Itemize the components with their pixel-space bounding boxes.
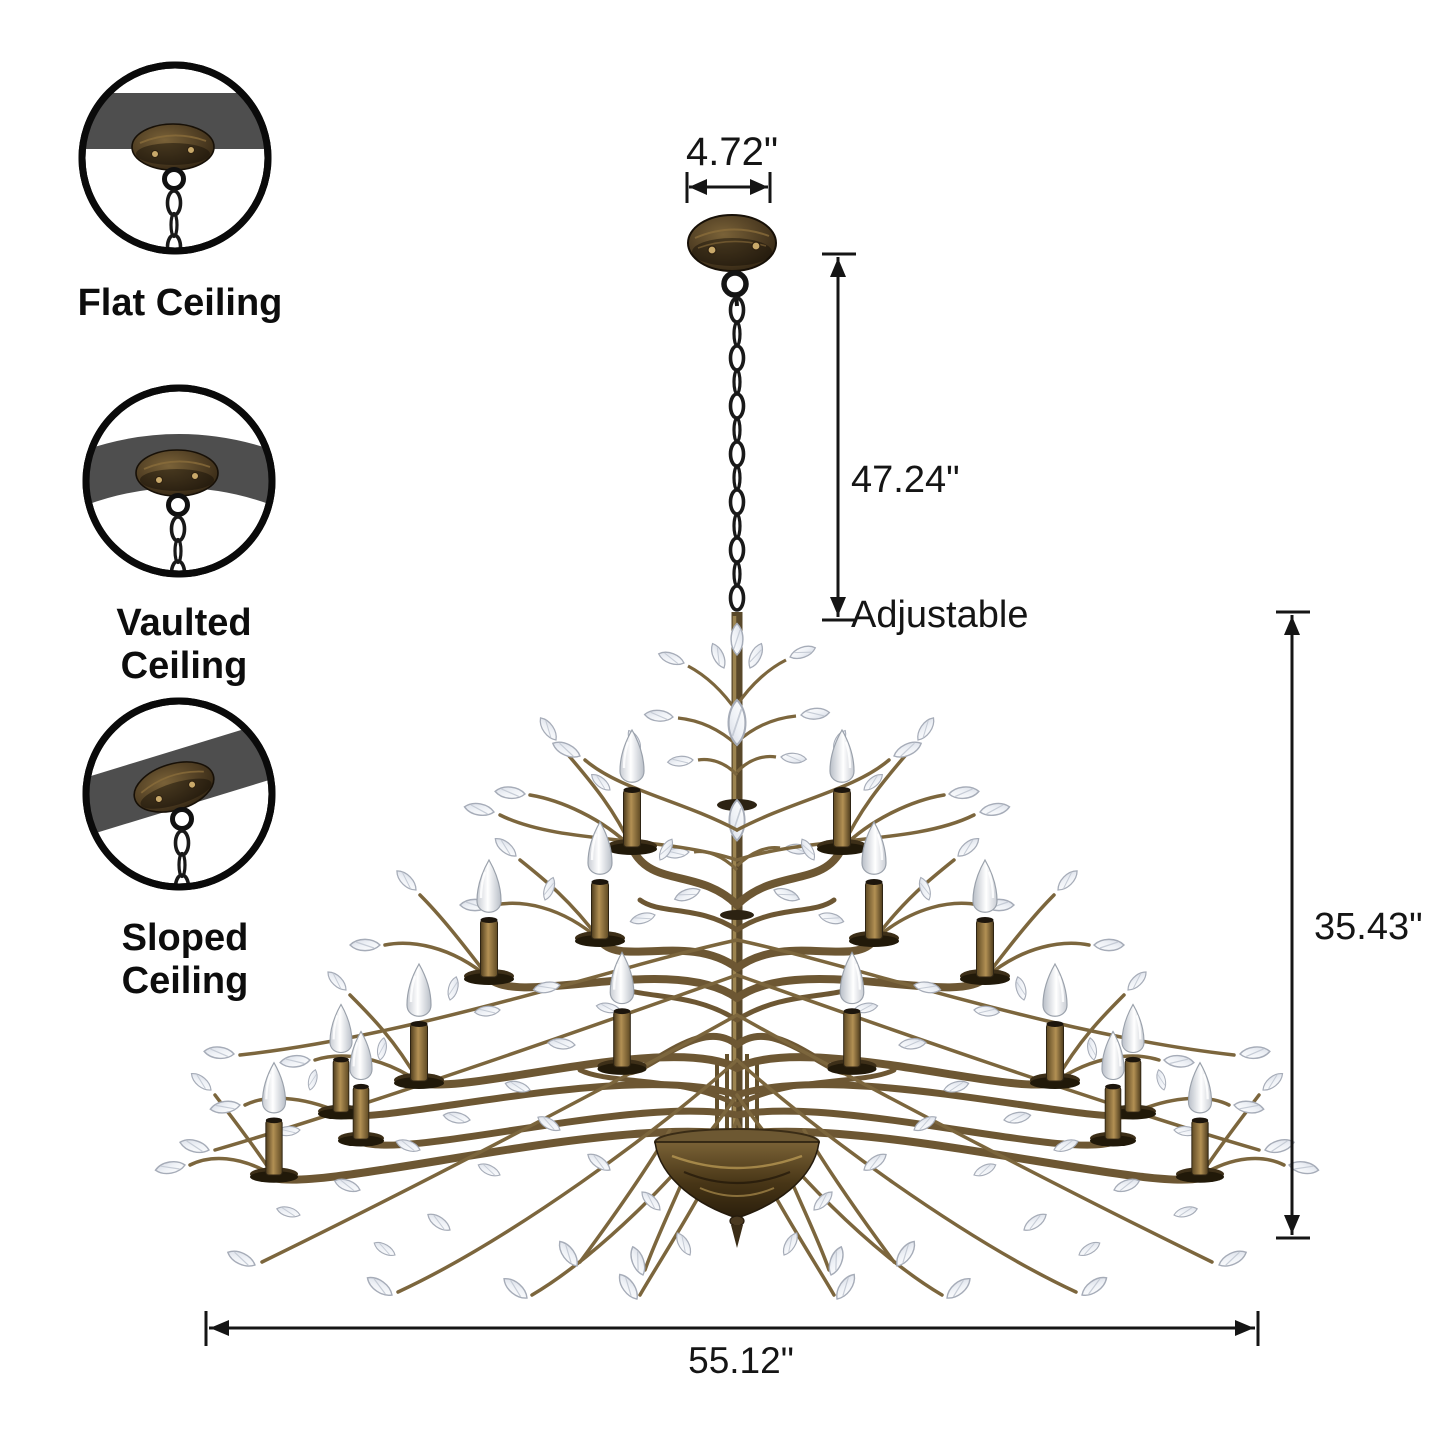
center-column (643, 612, 831, 1142)
flat-ceiling-icon (78, 61, 272, 255)
branch-arms-right (737, 715, 1320, 1302)
dim-canopy-width-line (685, 172, 772, 203)
fixture-width-label: 55.12" (688, 1340, 794, 1381)
chain-length-value: 47.24" (851, 459, 960, 501)
fixture-height-label: 35.43" (1314, 906, 1423, 948)
ceiling-canopy (687, 214, 777, 298)
dim-chain-length-line (822, 252, 856, 622)
chain-length-label: 47.24" Adjustable (851, 368, 1028, 728)
dimension-lines (204, 172, 1310, 1346)
canopy-width-label: 4.72" (685, 130, 779, 174)
sloped-ceiling-label: Sloped Ceiling (121, 917, 249, 1002)
vaulted-ceiling-icon (82, 384, 276, 578)
chain-length-note: Adjustable (851, 594, 1029, 636)
hanging-chain (728, 293, 746, 612)
vaulted-ceiling-label: Vaulted Ceiling (116, 602, 252, 687)
dim-height-line (1276, 610, 1310, 1240)
sloped-ceiling-icon (82, 697, 276, 891)
dim-width-line (204, 1311, 1260, 1346)
bottom-bowl-finial (654, 1128, 820, 1248)
flat-ceiling-label: Flat Ceiling (77, 282, 283, 324)
